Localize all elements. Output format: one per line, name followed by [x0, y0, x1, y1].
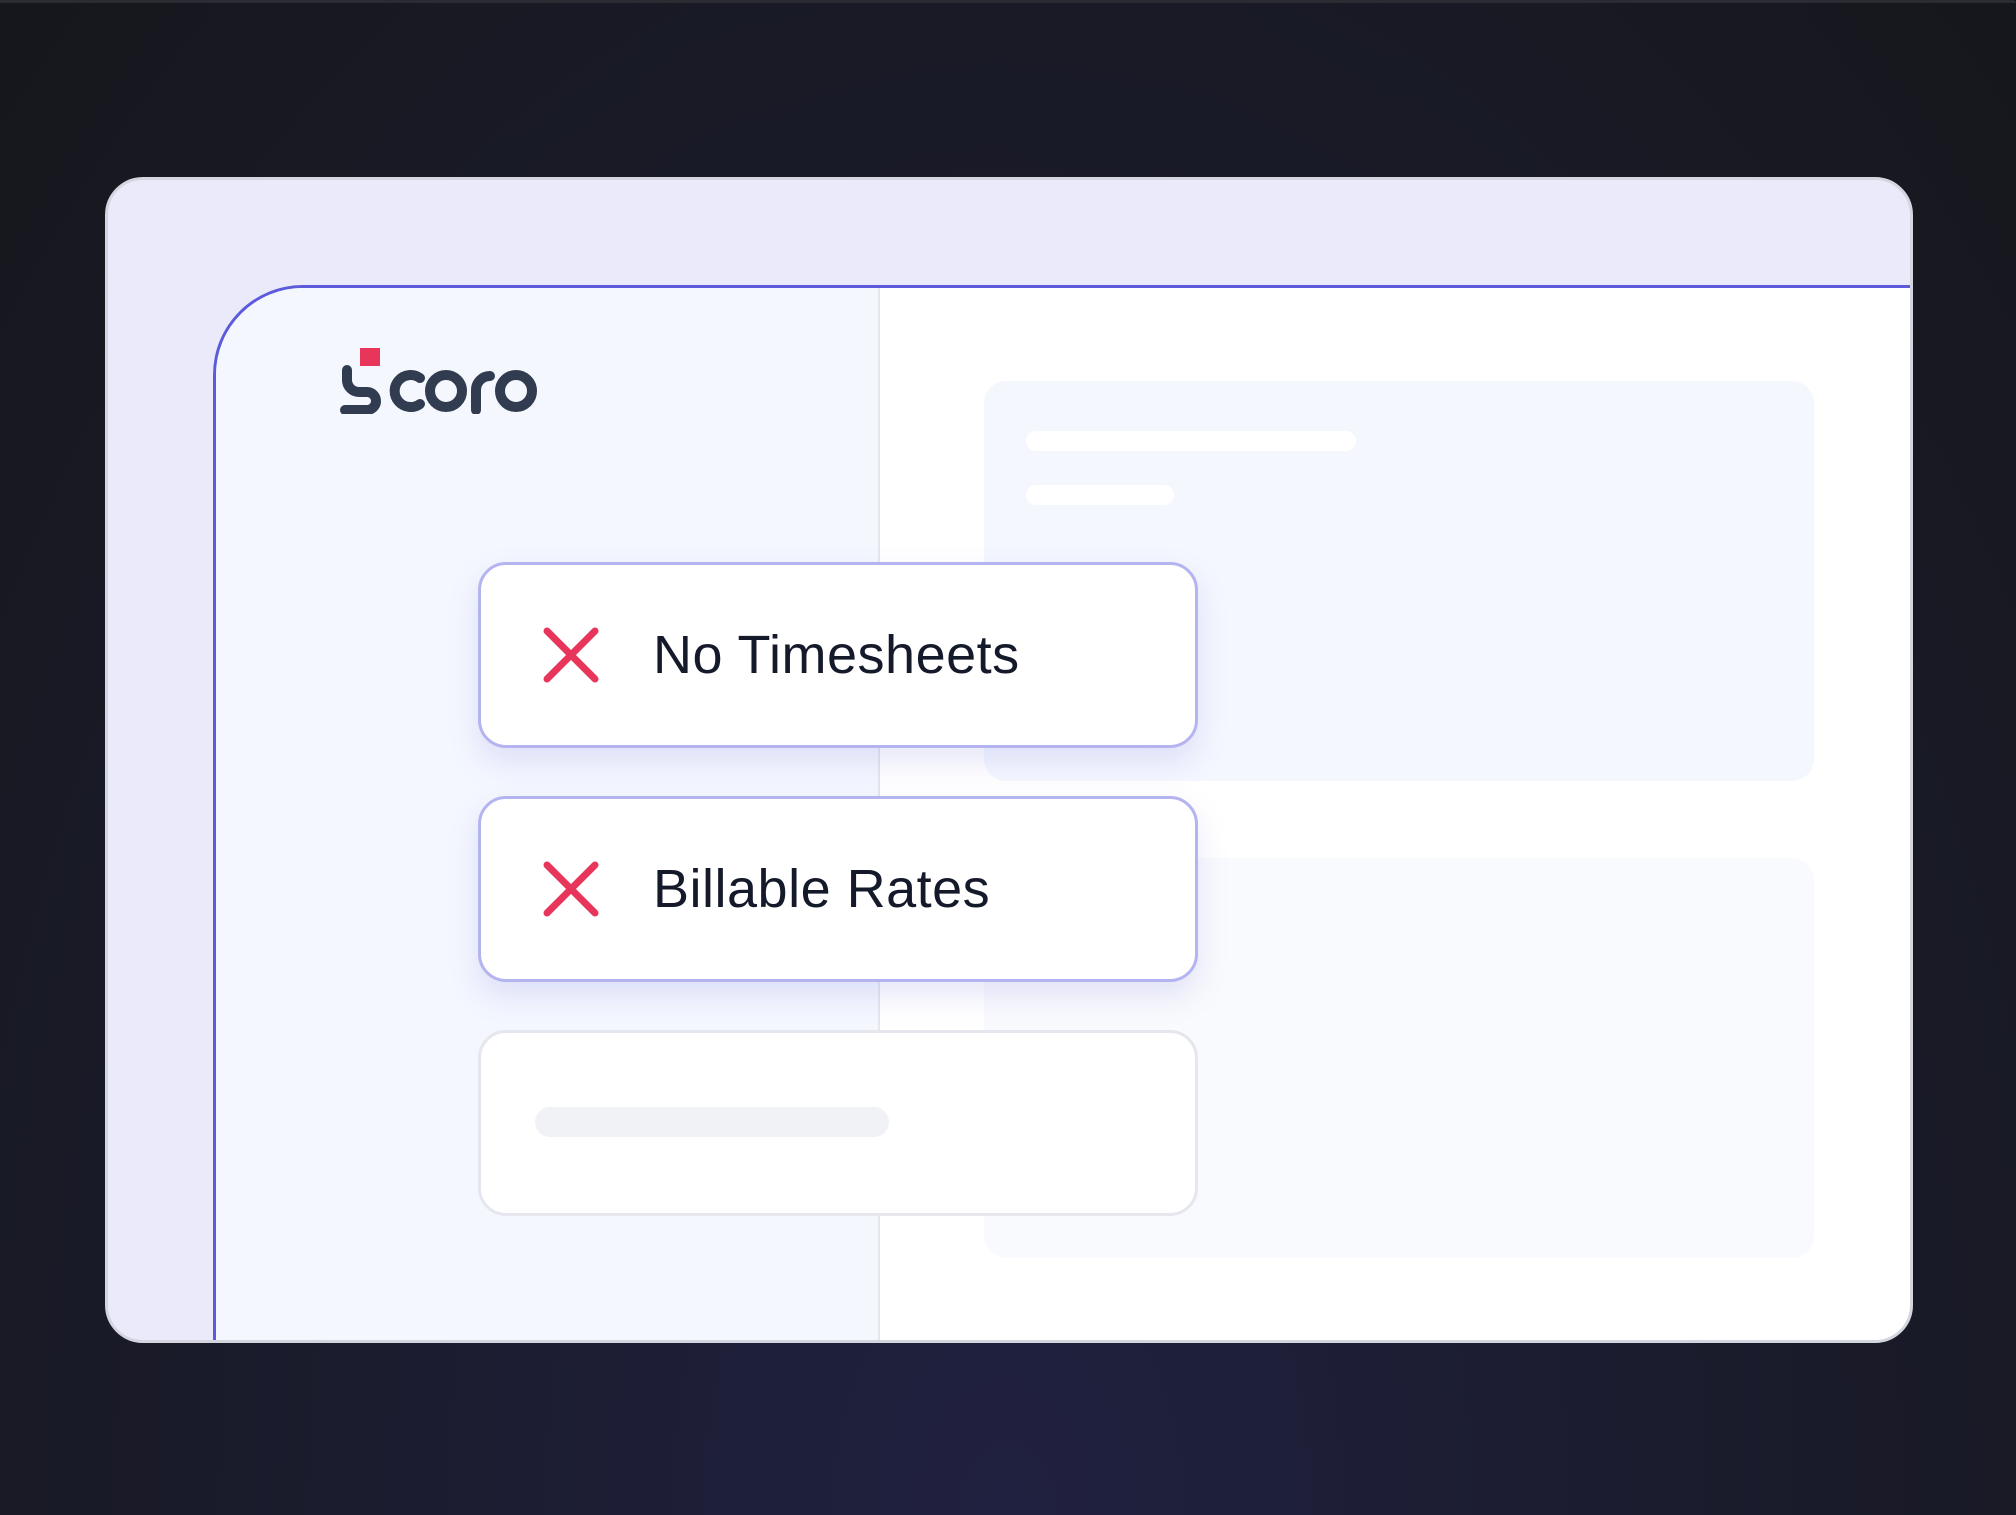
placeholder-line: [1026, 431, 1356, 451]
x-icon: [543, 861, 599, 917]
placeholder-card: [478, 1030, 1198, 1216]
feature-card-billable-rates: Billable Rates: [478, 796, 1198, 982]
scoro-logo: [340, 348, 537, 414]
app-window: No Timesheets Billable Rates: [105, 177, 1913, 1343]
skeleton-line: [535, 1107, 889, 1137]
feature-card-no-timesheets: No Timesheets: [478, 562, 1198, 748]
placeholder-line: [1026, 485, 1174, 505]
device-frame-edge: [0, 0, 2016, 3]
x-icon: [543, 627, 599, 683]
app-panel: No Timesheets Billable Rates: [213, 285, 1910, 1340]
card-label: Billable Rates: [653, 859, 991, 919]
card-label: No Timesheets: [653, 625, 1020, 685]
